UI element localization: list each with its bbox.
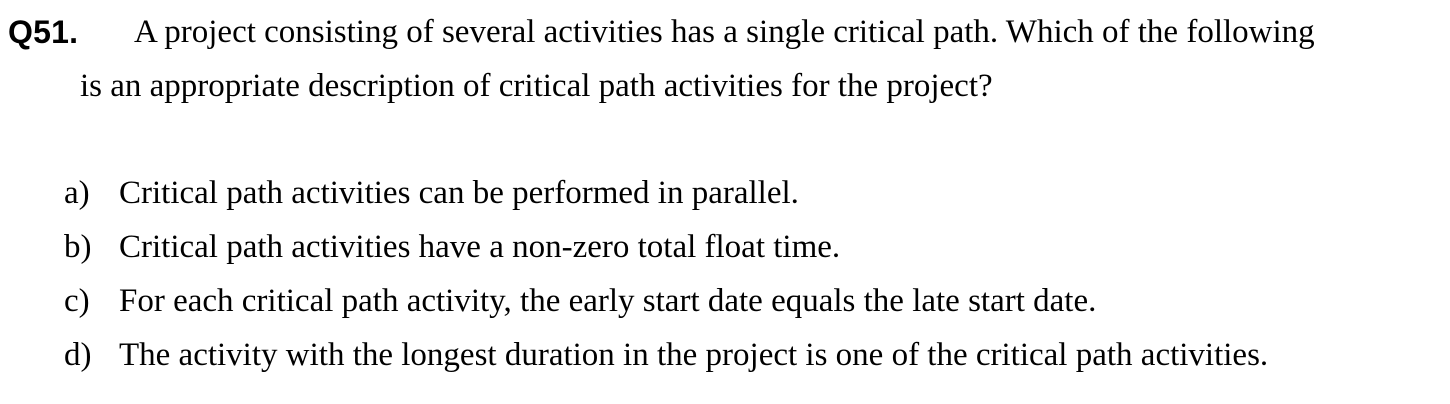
option-c-letter: c)	[64, 283, 90, 319]
question-stem-line-2: is an appropriate description of critica…	[80, 68, 993, 104]
option-a-letter: a)	[64, 175, 90, 211]
option-d-text: The activity with the longest duration i…	[119, 337, 1269, 373]
question-number: Q51.	[8, 14, 79, 50]
option-c-text: For each critical path activity, the ear…	[119, 283, 1097, 319]
question-stem-line-1: A project consisting of several activiti…	[134, 14, 1315, 50]
option-d-letter: d)	[64, 337, 92, 373]
option-b-letter: b)	[64, 229, 92, 265]
option-b-text: Critical path activities have a non-zero…	[119, 229, 841, 265]
option-a-text: Critical path activities can be performe…	[119, 175, 799, 211]
